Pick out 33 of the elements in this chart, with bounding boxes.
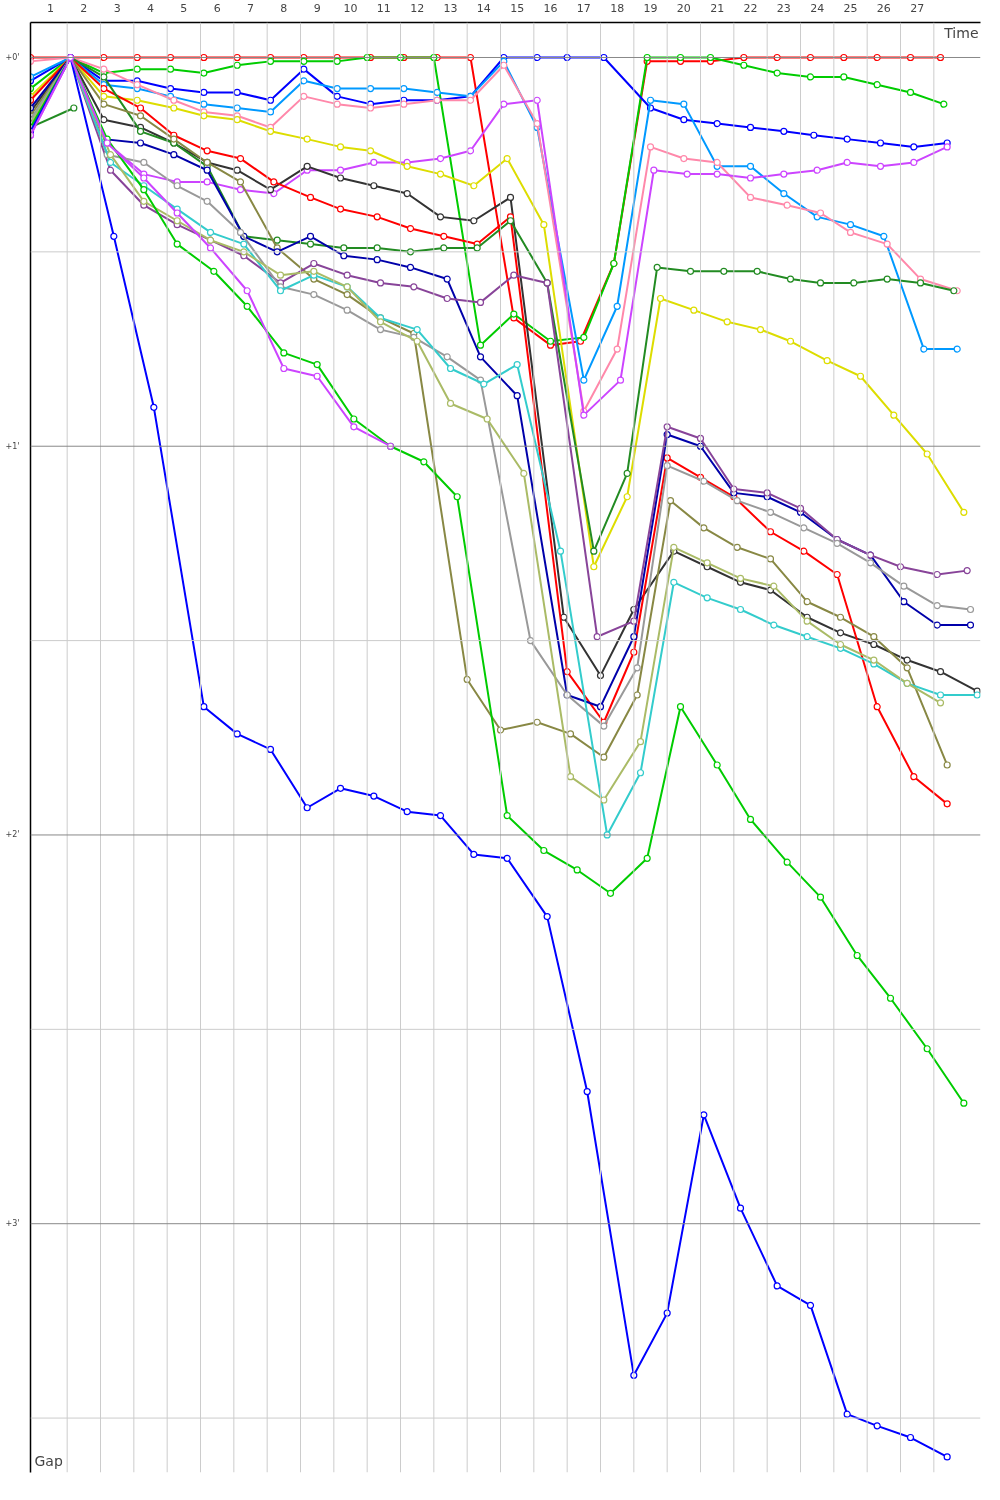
x-tick-label: 7 <box>247 1 254 15</box>
x-tick-label: 20 <box>676 1 691 15</box>
x-tick-label: 5 <box>180 1 188 15</box>
x-tick-label: 16 <box>543 1 558 15</box>
x-tick-label: 25 <box>843 1 858 15</box>
x-tick-label: 27 <box>910 1 925 15</box>
x-tick-label: 9 <box>313 1 321 15</box>
y-tick-label: +1' <box>5 441 20 451</box>
x-tick-label: 24 <box>810 1 825 15</box>
x-tick-label: 6 <box>213 1 221 15</box>
x-tick-label: 23 <box>776 1 791 15</box>
x-tick-label: 13 <box>443 1 458 15</box>
x-tick-label: 17 <box>576 1 591 15</box>
x-tick-label: 21 <box>710 1 725 15</box>
y-tick-label: +3' <box>5 1219 20 1229</box>
x-tick-label: 12 <box>410 1 425 15</box>
x-tick-label: 8 <box>280 1 288 15</box>
x-tick-label: 1 <box>47 1 54 15</box>
x-tick-label: 19 <box>643 1 658 15</box>
x-tick-label: 11 <box>376 1 391 15</box>
y-tick-label: +0' <box>5 52 20 62</box>
y-tick-label: +2' <box>5 830 20 840</box>
x-tick-label: 18 <box>610 1 625 15</box>
y-axis-title: Gap <box>34 1452 63 1469</box>
x-tick-label: 2 <box>80 1 88 15</box>
x-tick-label: 3 <box>113 1 121 15</box>
x-tick-label: 15 <box>510 1 525 15</box>
x-tick-label: 4 <box>147 1 154 15</box>
x-tick-label: 22 <box>743 1 758 15</box>
x-axis-title: Time <box>943 24 979 41</box>
x-tick-label: 10 <box>343 1 358 15</box>
x-tick-label: 14 <box>476 1 491 15</box>
x-tick-label: 26 <box>876 1 891 15</box>
